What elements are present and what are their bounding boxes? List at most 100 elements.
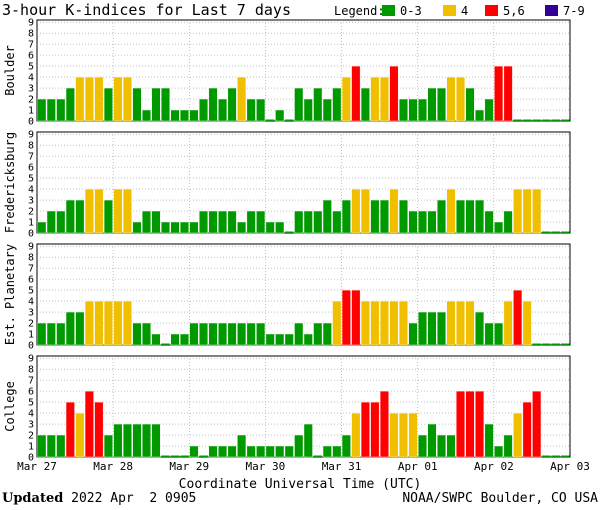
y-tick-label: 8 (28, 141, 34, 152)
bar (541, 231, 551, 233)
legend-swatch-1 (443, 5, 456, 16)
bar (408, 98, 418, 122)
bar (294, 322, 304, 346)
bar (189, 109, 199, 122)
bar (46, 322, 56, 346)
bar (332, 445, 342, 458)
bar (275, 445, 285, 458)
bar (132, 322, 142, 346)
bar (37, 434, 47, 458)
x-tick-label: Mar 29 (169, 460, 209, 473)
bar (246, 98, 256, 122)
bar (103, 300, 113, 346)
bar (237, 434, 247, 458)
bar (37, 221, 47, 234)
bar (322, 98, 332, 122)
bar (132, 221, 142, 234)
legend-entry-1: 4 (461, 4, 468, 18)
bar (170, 455, 180, 457)
y-tick-label: 2 (28, 95, 34, 106)
bar (541, 455, 551, 457)
bar (494, 445, 504, 458)
bar (189, 221, 199, 234)
y-tick-label: 8 (28, 253, 34, 264)
y-tick-label: 9 (28, 242, 34, 253)
bar (113, 300, 123, 346)
bar (75, 199, 85, 234)
bar (246, 322, 256, 346)
bar (351, 65, 361, 122)
bar (551, 455, 560, 457)
y-tick-label: 0 (28, 453, 34, 464)
bar (284, 333, 294, 346)
bar (370, 199, 380, 234)
bar (170, 221, 180, 234)
bar (151, 423, 161, 458)
bar (256, 210, 266, 234)
bar (398, 412, 408, 458)
y-tick-label: 0 (28, 117, 34, 128)
bar (446, 188, 456, 234)
y-tick-label: 4 (28, 409, 34, 420)
bar (151, 87, 161, 122)
bar (360, 401, 370, 458)
bar (208, 87, 218, 122)
bar (560, 343, 570, 345)
bar (94, 401, 104, 458)
bar (170, 333, 180, 346)
bar (122, 188, 132, 234)
bar (84, 188, 94, 234)
bar (313, 322, 323, 346)
y-tick-label: 0 (28, 229, 34, 240)
bar (46, 98, 56, 122)
bar (379, 390, 389, 458)
bar (218, 445, 228, 458)
bar (46, 434, 56, 458)
bar (122, 423, 132, 458)
bar (322, 322, 332, 346)
bar (541, 343, 551, 345)
y-tick-label: 4 (28, 73, 34, 84)
bar (37, 98, 47, 122)
bar (151, 210, 161, 234)
bar (199, 322, 209, 346)
y-tick-label: 9 (28, 130, 34, 141)
legend-entry-3: 7-9 (563, 4, 585, 18)
bar (275, 109, 285, 122)
bar (351, 188, 361, 234)
bar (199, 210, 209, 234)
bar (265, 333, 275, 346)
updated-timestamp: Updated 2022 Apr 2 0905 (2, 491, 196, 506)
bar (246, 210, 256, 234)
bar (103, 87, 113, 122)
bar (560, 455, 570, 457)
bar (427, 87, 437, 122)
x-tick-label: Mar 31 (322, 460, 362, 473)
bar (437, 434, 446, 458)
x-tick-label: Mar 28 (93, 460, 133, 473)
y-tick-label: 0 (28, 341, 34, 352)
y-tick-label: 6 (28, 163, 34, 174)
bar (56, 322, 66, 346)
bar (446, 300, 456, 346)
panels: 0123456789Boulder0123456789Fredericksbur… (3, 18, 571, 464)
y-tick-label: 8 (28, 365, 34, 376)
bar (522, 300, 532, 346)
bar (56, 210, 66, 234)
bar (475, 199, 485, 234)
bar (418, 311, 427, 346)
bar (161, 343, 170, 345)
bar (475, 390, 485, 458)
bar (141, 109, 151, 122)
bar (408, 322, 418, 346)
bar (284, 445, 294, 458)
bar (503, 65, 513, 122)
bar (513, 412, 523, 458)
bar (360, 300, 370, 346)
bar (56, 434, 66, 458)
bar (141, 210, 151, 234)
y-tick-label: 1 (28, 330, 34, 341)
y-tick-label: 7 (28, 376, 34, 387)
